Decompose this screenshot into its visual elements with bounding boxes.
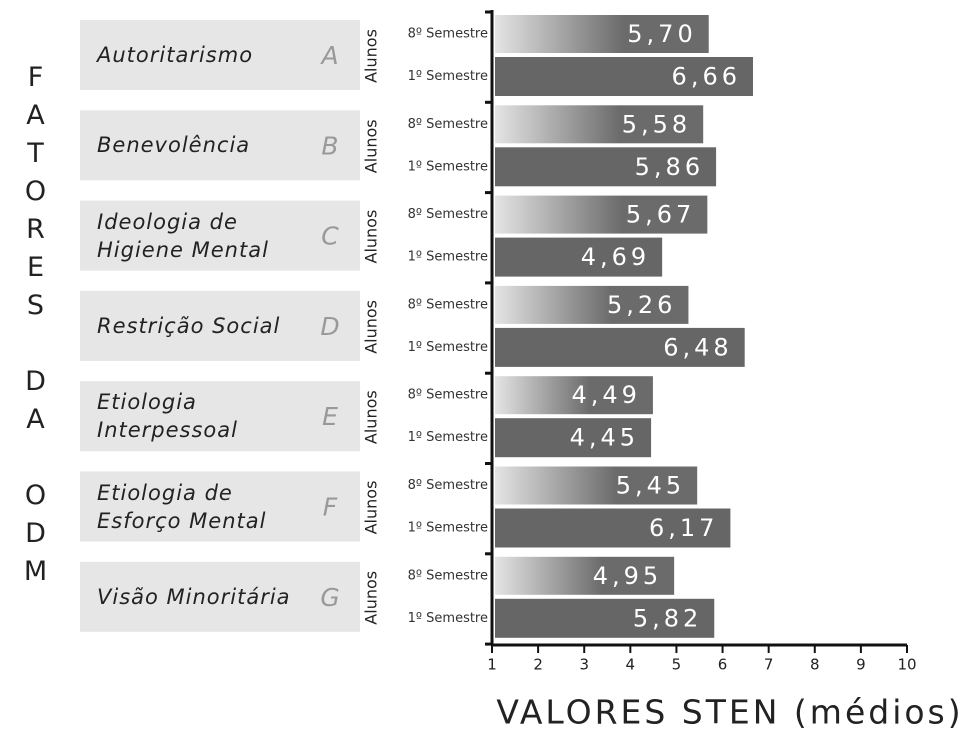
value-label: 5,67 xyxy=(626,201,695,229)
category-box xyxy=(80,381,360,452)
category-box xyxy=(80,110,360,181)
value-label: 5,86 xyxy=(635,153,704,181)
x-tick-label: 10 xyxy=(897,656,916,674)
series-label: 1º Semestre xyxy=(408,430,488,445)
value-label: 4,45 xyxy=(570,424,639,452)
value-label: 4,95 xyxy=(593,562,662,590)
x-tick-label: 1 xyxy=(487,656,497,674)
category-box xyxy=(80,561,360,632)
bar xyxy=(495,15,709,53)
x-tick-label: 5 xyxy=(672,656,682,674)
category-label: Visão Minoritária xyxy=(97,584,291,609)
bar xyxy=(495,598,715,638)
side-label: FATORES DA ODM xyxy=(20,62,51,594)
category-letter: F xyxy=(323,493,338,522)
x-tick-label: 9 xyxy=(856,656,866,674)
series-label: 1º Semestre xyxy=(408,69,488,84)
series-label: 8º Semestre xyxy=(408,117,488,132)
bar xyxy=(495,57,753,96)
category-label: Restrição Social xyxy=(97,313,281,338)
x-axis-title: VALORES STEN (médios) xyxy=(496,693,961,732)
bar xyxy=(495,556,675,595)
category-label: Ideologia de Higiene Mental xyxy=(97,209,269,262)
group-label: Alunos xyxy=(362,571,381,625)
bar xyxy=(495,327,745,367)
x-tick-label: 3 xyxy=(579,656,589,674)
value-label: 6,48 xyxy=(663,333,732,361)
x-tick-label: 6 xyxy=(718,656,728,674)
series-label: 1º Semestre xyxy=(408,340,488,355)
bar xyxy=(495,508,731,548)
group-label: Alunos xyxy=(362,29,381,83)
bar xyxy=(495,237,663,277)
group-label: Alunos xyxy=(362,481,381,535)
category-letter: E xyxy=(322,402,338,431)
category-box xyxy=(80,20,360,90)
group-label: Alunos xyxy=(362,210,381,264)
group-label: Alunos xyxy=(362,119,381,173)
bar xyxy=(495,466,698,505)
series-label: 8º Semestre xyxy=(408,27,488,42)
value-label: 6,17 xyxy=(649,514,718,542)
category-letter: D xyxy=(320,312,339,341)
category-letter: C xyxy=(321,222,339,251)
series-label: 1º Semestre xyxy=(408,611,488,626)
value-label: 5,82 xyxy=(633,604,702,632)
category-box xyxy=(80,200,360,271)
value-label: 5,70 xyxy=(627,20,696,48)
series-label: 8º Semestre xyxy=(408,388,488,403)
category-label: Benevolência xyxy=(97,133,251,158)
group-label: Alunos xyxy=(362,390,381,444)
series-label: 8º Semestre xyxy=(408,568,488,583)
category-label: Autoritarismo xyxy=(97,43,254,67)
value-label: 4,69 xyxy=(581,243,650,271)
bar xyxy=(495,195,708,234)
series-label: 1º Semestre xyxy=(408,250,488,265)
category-label: Etiologia de Esforço Mental xyxy=(97,480,267,533)
x-tick-label: 8 xyxy=(810,656,820,674)
bar xyxy=(495,105,704,144)
category-box xyxy=(80,290,360,361)
x-tick-label: 2 xyxy=(533,656,543,674)
value-label: 5,26 xyxy=(607,291,676,319)
series-label: 8º Semestre xyxy=(408,478,488,493)
series-label: 8º Semestre xyxy=(408,297,488,312)
group-label: Alunos xyxy=(362,300,381,354)
value-label: 6,66 xyxy=(672,63,741,91)
category-letter: B xyxy=(321,131,338,160)
x-tick-label: 7 xyxy=(764,656,774,674)
series-label: 8º Semestre xyxy=(408,207,488,222)
category-label: Etiologia Interpessoal xyxy=(97,390,238,443)
bar xyxy=(495,376,653,415)
series-label: 1º Semestre xyxy=(408,159,488,174)
category-box xyxy=(80,471,360,542)
category-letter: G xyxy=(320,583,339,612)
category-letter: A xyxy=(319,41,338,70)
bar xyxy=(495,147,717,187)
value-label: 5,58 xyxy=(622,110,691,138)
x-tick-label: 4 xyxy=(626,656,636,674)
bar xyxy=(495,285,689,324)
value-label: 5,45 xyxy=(616,472,685,500)
value-label: 4,49 xyxy=(571,381,640,409)
bar xyxy=(495,418,652,458)
series-label: 1º Semestre xyxy=(408,521,488,536)
